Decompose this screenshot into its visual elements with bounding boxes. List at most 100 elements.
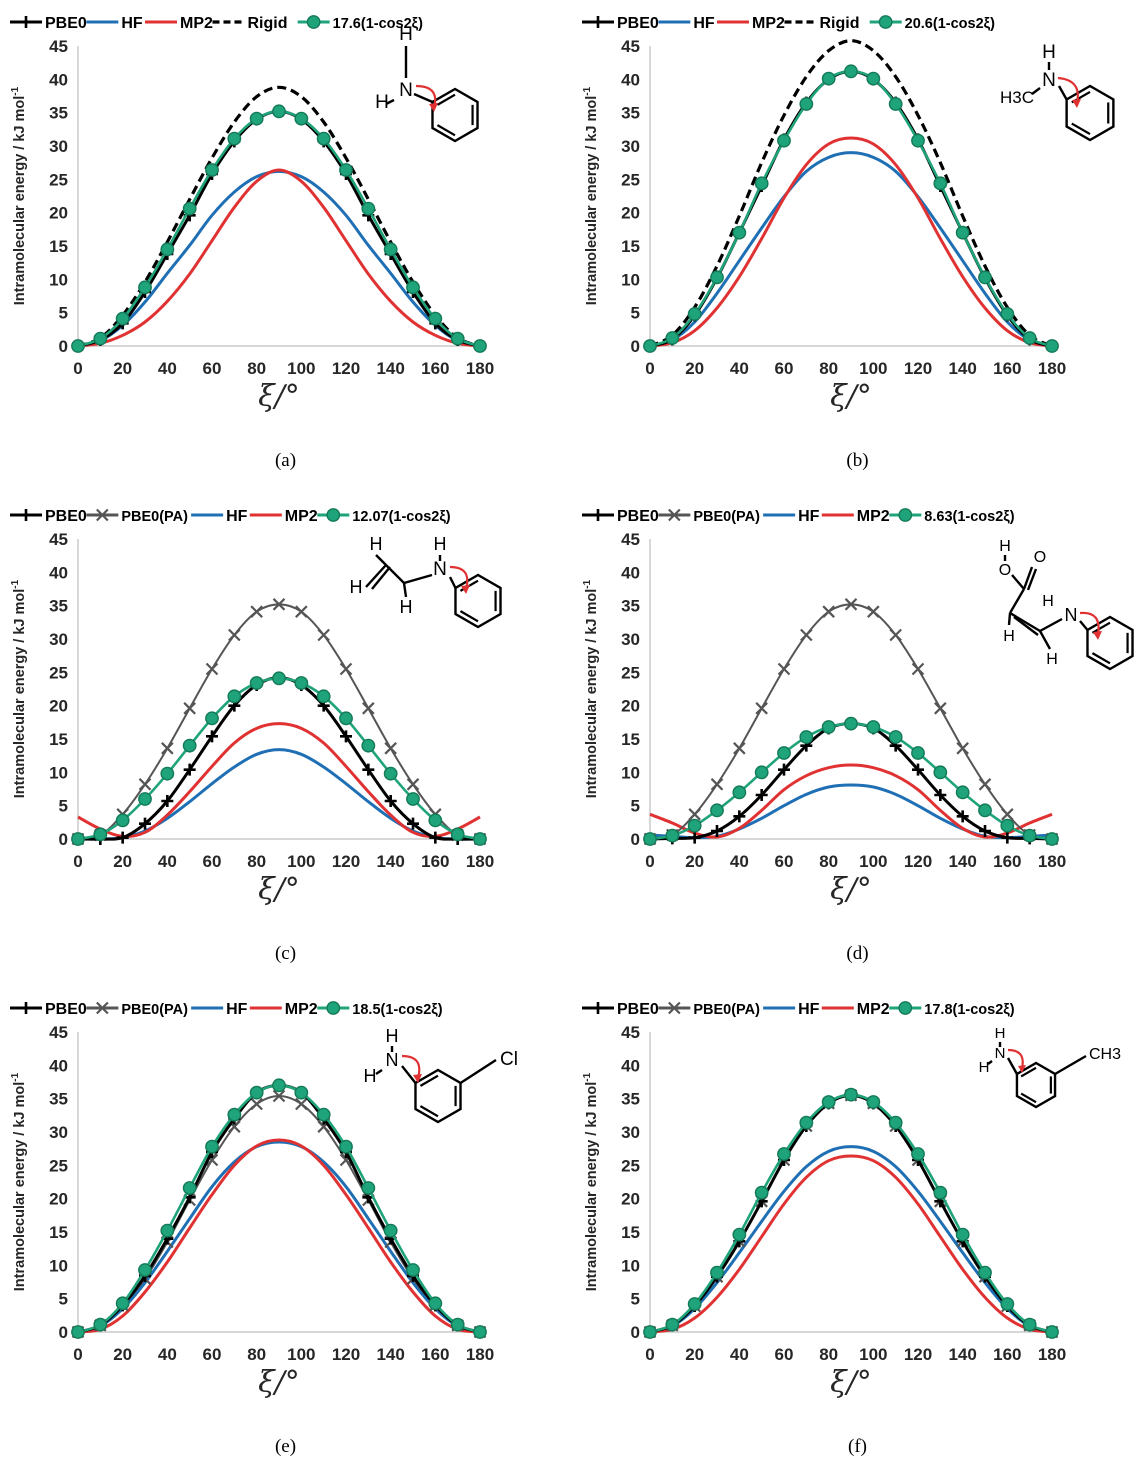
data-point-circle bbox=[227, 131, 242, 146]
data-point-circle bbox=[933, 765, 948, 780]
data-point-circle bbox=[911, 133, 925, 148]
data-point-circle bbox=[732, 785, 747, 800]
data-point-circle bbox=[1045, 339, 1059, 353]
legend-marker-circle bbox=[898, 508, 913, 522]
data-point-circle bbox=[71, 1325, 85, 1339]
y-tick-label: 30 bbox=[49, 630, 68, 649]
data-point-circle bbox=[383, 766, 398, 781]
legend-marker-cross bbox=[668, 508, 681, 522]
data-point-circle bbox=[799, 97, 814, 111]
y-tick-label: 0 bbox=[631, 830, 640, 849]
series-line bbox=[649, 1154, 1053, 1334]
legend-label: 12.07(1-cos2ξ) bbox=[352, 509, 451, 525]
data-point-plus bbox=[139, 817, 151, 830]
x-tick-label: 140 bbox=[948, 852, 976, 871]
x-tick-label: 40 bbox=[730, 852, 749, 871]
atom-label: N bbox=[433, 559, 447, 580]
series-hf bbox=[77, 169, 481, 348]
x-tick-label: 80 bbox=[819, 359, 838, 378]
y-tick-label: 10 bbox=[621, 270, 640, 289]
legend-item: HF bbox=[763, 508, 820, 525]
x-tick-label: 120 bbox=[332, 1345, 360, 1364]
panel-caption: (a) bbox=[274, 450, 297, 471]
data-point-circle bbox=[316, 131, 331, 146]
data-point-circle bbox=[821, 71, 836, 86]
data-point-circle bbox=[643, 1325, 657, 1339]
y-tick-label: 10 bbox=[621, 1256, 640, 1275]
data-point-cross bbox=[889, 628, 902, 642]
data-point-circle bbox=[160, 1223, 175, 1238]
series-mp2 bbox=[77, 1138, 481, 1334]
y-tick-label: 5 bbox=[631, 304, 640, 323]
legend-marker-plus bbox=[592, 16, 604, 28]
data-point-cross bbox=[688, 808, 701, 821]
y-tick-label: 10 bbox=[49, 763, 68, 782]
data-point-cross bbox=[161, 742, 174, 755]
data-point-circle bbox=[1000, 307, 1015, 321]
legend-label: PBE0 bbox=[45, 1001, 87, 1018]
legend-marker-cross bbox=[96, 508, 109, 522]
atom-label: H bbox=[434, 534, 447, 554]
x-tick-label: 140 bbox=[376, 852, 404, 871]
data-point-cross bbox=[228, 628, 241, 642]
data-point-circle bbox=[777, 133, 791, 148]
data-point-circle bbox=[473, 339, 487, 353]
legend-label: MP2 bbox=[285, 1001, 318, 1018]
atom-label: N bbox=[386, 1050, 399, 1070]
data-point-circle bbox=[754, 1185, 769, 1200]
y-tick-label: 5 bbox=[59, 304, 68, 323]
chart-panel-f: 0 5 10 15 20 25 30 35 40 45 0 20 40 60 80 100 120 140 160 1… bbox=[572, 986, 1143, 1479]
series-line bbox=[649, 1094, 1053, 1333]
series-17-8-1-cos2- bbox=[643, 1087, 1059, 1339]
data-point-circle bbox=[955, 1227, 970, 1242]
bond-line bbox=[402, 582, 408, 598]
data-point-circle bbox=[115, 311, 130, 326]
series-20-6-1-cos2- bbox=[643, 64, 1059, 353]
atom-label: H bbox=[370, 534, 383, 554]
data-point-cross bbox=[339, 662, 353, 676]
x-axis-label: ξ/° bbox=[258, 872, 300, 907]
data-point-circle bbox=[383, 1223, 398, 1238]
data-point-circle bbox=[294, 111, 309, 126]
y-tick-label: 15 bbox=[621, 730, 640, 749]
legend-marker-plus bbox=[20, 509, 32, 521]
chart-panel-a: 0 5 10 15 20 25 30 35 40 45 0 20 40 60 80 100 120 140 160 1… bbox=[0, 0, 571, 493]
x-tick-label: 160 bbox=[421, 1345, 449, 1364]
bond-line bbox=[1007, 612, 1012, 626]
series-line bbox=[77, 1084, 481, 1334]
x-tick-label: 180 bbox=[466, 359, 494, 378]
legend-item: PBE0 bbox=[582, 15, 659, 32]
series-rigid bbox=[77, 85, 481, 348]
ring-double-bond bbox=[1091, 621, 1111, 634]
bond-line bbox=[1022, 566, 1034, 590]
bond-line bbox=[1026, 568, 1038, 591]
x-tick-label: 120 bbox=[904, 1345, 932, 1364]
legend-marker-cross bbox=[668, 1001, 681, 1015]
legend-item: PBE0(PA) bbox=[658, 1001, 760, 1018]
data-point-circle bbox=[777, 746, 791, 760]
data-point-circle bbox=[249, 676, 264, 690]
bond-line bbox=[1038, 630, 1052, 650]
series-mp2 bbox=[649, 1154, 1053, 1334]
chart-panel-b: 0 5 10 15 20 25 30 35 40 45 0 20 40 60 80 100 120 140 160 1… bbox=[572, 0, 1143, 493]
series-pbe0 bbox=[644, 717, 1058, 845]
x-tick-label: 120 bbox=[904, 359, 932, 378]
data-point-circle bbox=[911, 746, 925, 760]
data-point-cross bbox=[295, 605, 308, 618]
data-point-plus bbox=[340, 730, 352, 743]
y-tick-label: 40 bbox=[49, 1056, 68, 1075]
x-tick-label: 40 bbox=[158, 852, 177, 871]
data-point-circle bbox=[138, 1263, 152, 1277]
atom-label: N bbox=[1065, 605, 1078, 625]
series-pbe0-pa- bbox=[643, 1089, 1059, 1339]
legend-item: 8.63(1-cos2ξ) bbox=[889, 508, 1015, 525]
benzene-ring bbox=[414, 1068, 462, 1124]
data-point-circle bbox=[93, 1317, 108, 1332]
series-line bbox=[649, 1093, 1053, 1334]
data-point-circle bbox=[294, 676, 309, 690]
data-point-circle bbox=[1000, 818, 1015, 833]
bond-line bbox=[375, 554, 387, 566]
x-tick-label: 140 bbox=[948, 359, 976, 378]
data-point-cross bbox=[272, 598, 286, 611]
x-tick-label: 20 bbox=[113, 852, 132, 871]
